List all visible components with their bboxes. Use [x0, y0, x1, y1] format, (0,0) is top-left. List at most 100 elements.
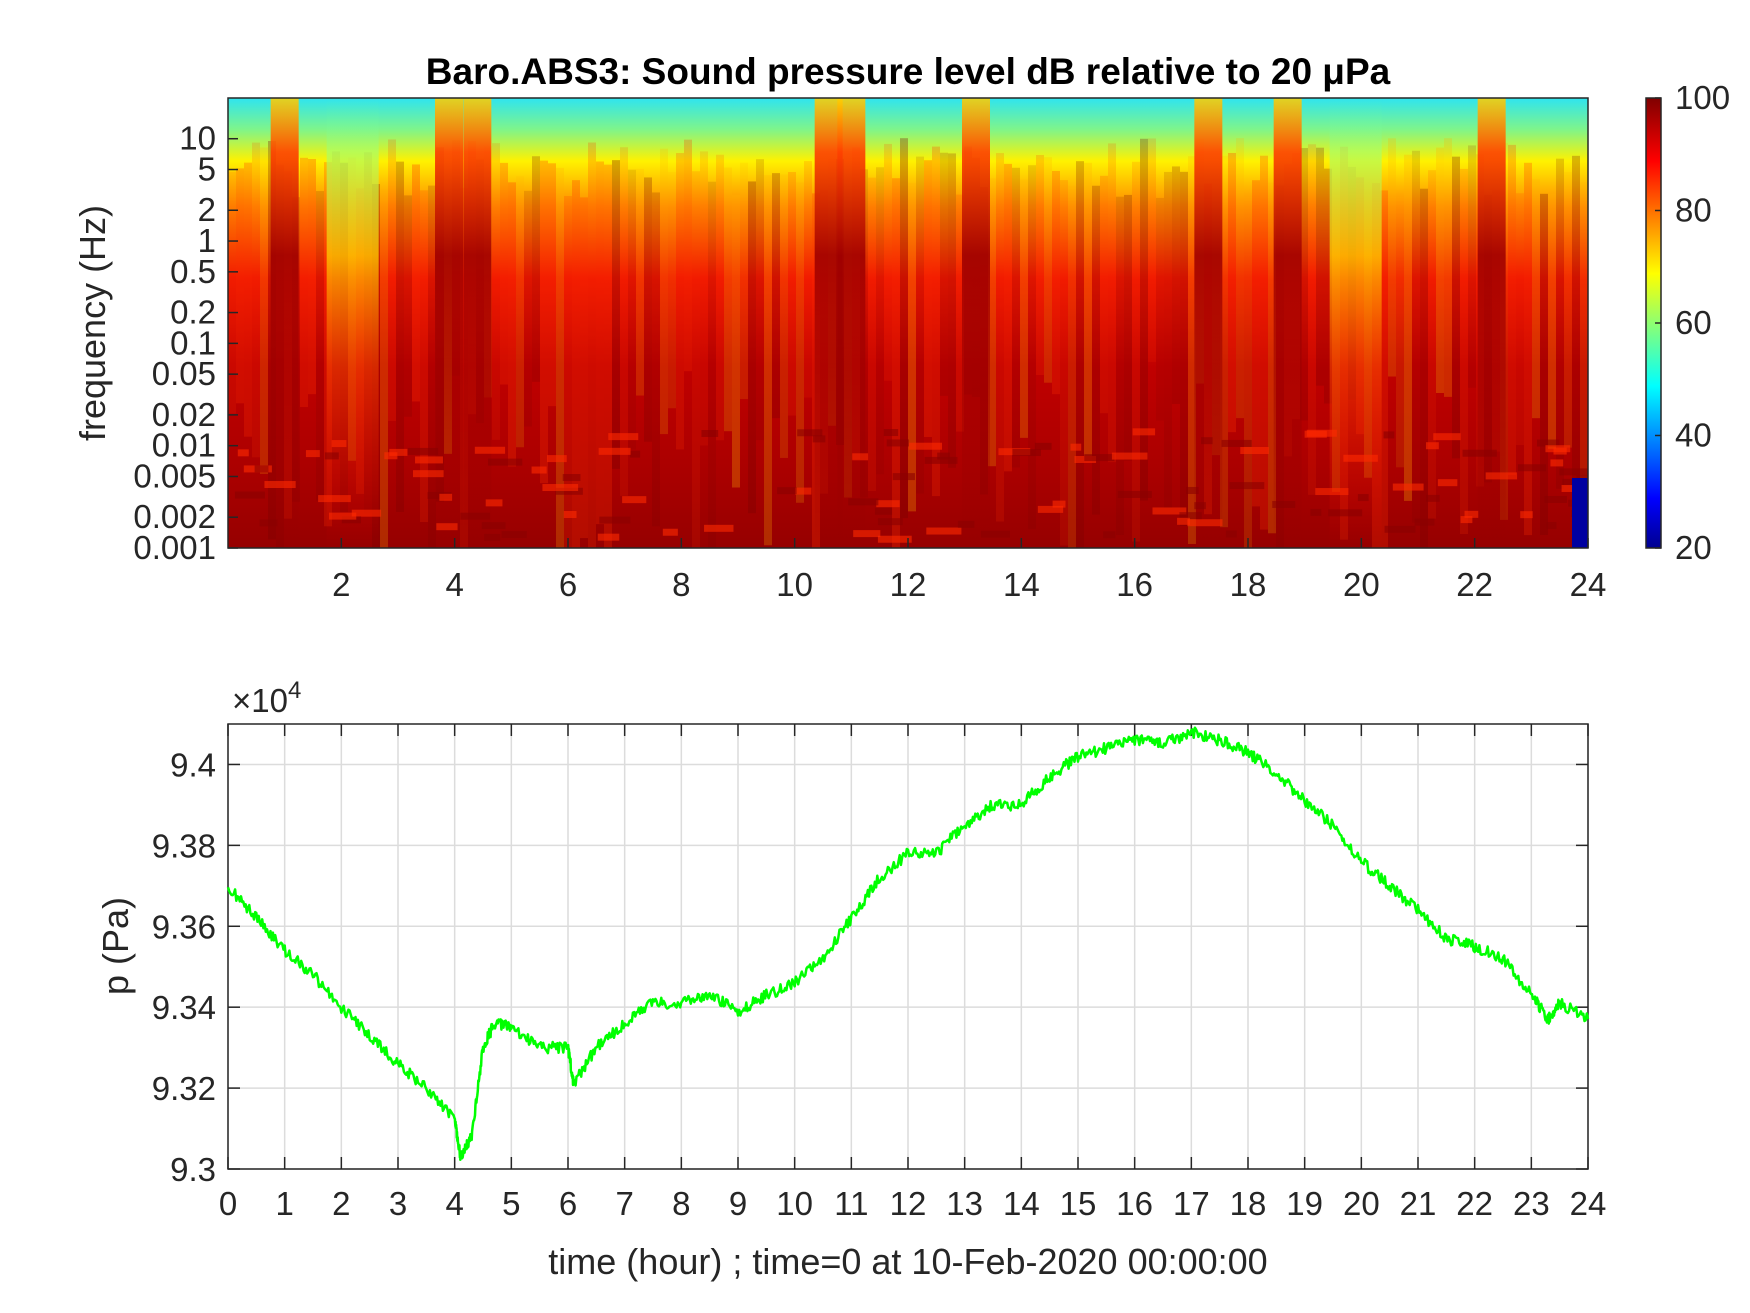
spectrogram-speckle	[1132, 428, 1156, 436]
spectrogram-speckle	[1034, 442, 1052, 450]
spectrogram-speckle	[937, 452, 950, 460]
spectrogram-texture-column	[620, 147, 628, 496]
spectrogram-speckle	[812, 435, 826, 443]
spectrogram-speckle	[407, 447, 439, 455]
spectrogram-speckle	[1084, 454, 1115, 462]
spectrogram-texture-column	[1052, 170, 1060, 395]
spectrogram-speckle	[629, 450, 641, 458]
spectrogram-x-tick-label: 24	[1570, 566, 1607, 603]
spectrogram-x-tick-label: 8	[672, 566, 690, 603]
spectrogram-speckle	[704, 524, 734, 532]
spectrogram-texture-column	[1236, 138, 1244, 419]
spectrogram-speckle	[852, 453, 869, 461]
spectrogram-texture-column	[1420, 188, 1428, 548]
spectrogram-speckle	[1464, 510, 1479, 518]
pressure-x-tick-label: 16	[1116, 1185, 1153, 1222]
spectrogram-texture-column	[988, 178, 996, 467]
spectrogram-texture-column	[732, 194, 740, 488]
spectrogram-texture-column	[540, 160, 548, 484]
spectrogram-speckle	[1414, 518, 1435, 526]
spectrogram-speckle	[1520, 511, 1533, 519]
spectrogram-speckle	[1012, 449, 1041, 457]
spectrogram-speckle	[1545, 445, 1571, 453]
spectrogram-texture-column	[1180, 171, 1188, 526]
spectrogram-speckle	[318, 495, 351, 503]
colorbar-tick-label: 20	[1675, 529, 1712, 566]
spectrogram-speckle	[957, 520, 975, 528]
spectrogram-y-tick-label: 0.005	[133, 457, 216, 494]
spectrogram-texture-column	[1388, 138, 1396, 377]
spectrogram-texture-column	[604, 164, 612, 548]
spectrogram-texture-column	[1172, 166, 1180, 405]
spectrogram-speckle	[1328, 509, 1363, 517]
spectrogram-x-tick-label: 18	[1230, 566, 1267, 603]
spectrogram-y-tick-label: 0.2	[170, 294, 216, 331]
spectrogram-texture-column	[1300, 148, 1308, 421]
spectrogram-speckle	[501, 531, 527, 539]
spectrogram-y-tick-label: 1	[198, 222, 216, 259]
spectrogram-texture-column	[884, 143, 892, 381]
spectrogram-speckle	[926, 527, 962, 535]
pressure-y-tick-label: 9.38	[152, 827, 216, 864]
spectrogram-x-tick-label: 20	[1343, 566, 1380, 603]
spectrogram-y-tick-label: 10	[179, 120, 216, 157]
spectrogram-texture-column	[228, 171, 236, 414]
spectrogram-speckle	[848, 498, 879, 506]
spectrogram-texture-column	[1452, 156, 1460, 459]
spectrogram-texture-column	[1260, 155, 1268, 530]
spectrogram-texture-column	[1220, 155, 1228, 528]
spectrogram-texture-column	[796, 182, 804, 503]
spectrogram-texture-column	[1524, 162, 1532, 536]
spectrogram-speckle	[599, 516, 631, 524]
pressure-x-tick-label: 2	[332, 1185, 350, 1222]
spectrogram-low-level-patch	[1572, 478, 1588, 548]
spectrogram-texture-column	[1460, 168, 1468, 535]
spectrogram-speckle	[980, 530, 1010, 538]
spectrogram-speckle	[1310, 508, 1322, 516]
spectrogram-x-tick-label: 2	[332, 566, 350, 603]
spectrogram-texture-column	[1316, 147, 1324, 386]
spectrogram-speckle	[1460, 516, 1473, 524]
spectrogram-speckle	[460, 512, 491, 520]
spectrogram-speckle	[1343, 454, 1378, 462]
spectrogram-texture-column	[756, 159, 764, 441]
pressure-x-tick-label: 10	[776, 1185, 813, 1222]
spectrogram-texture-column	[564, 196, 572, 548]
pressure-x-tick-label: 9	[729, 1185, 747, 1222]
pressure-y-tick-label: 9.32	[152, 1070, 216, 1107]
spectrogram-speckle	[877, 518, 903, 526]
spectrogram-quiet-column	[1329, 98, 1382, 548]
spectrogram-texture-column	[1548, 193, 1556, 449]
spectrogram-speckle	[542, 484, 579, 492]
spectrogram-speckle	[1037, 505, 1064, 513]
pressure-y-axis-label: p (Pa)	[95, 897, 136, 995]
spectrogram-texture-column	[1444, 138, 1452, 397]
spectrogram-speckle	[1546, 522, 1557, 530]
spectrogram-speckle	[1272, 500, 1296, 508]
spectrogram-texture-column	[900, 138, 908, 519]
spectrogram-texture-column	[1044, 157, 1052, 383]
spectrogram-speckle	[597, 533, 620, 541]
spectrogram-texture-column	[1556, 158, 1564, 489]
spectrogram-speckle	[1111, 452, 1148, 460]
spectrogram-speckle	[1357, 494, 1369, 502]
spectrogram-texture-column	[1308, 144, 1316, 495]
spectrogram-speckle	[562, 474, 581, 482]
spectrogram-speckle	[1179, 512, 1202, 520]
spectrogram-x-tick-label: 6	[559, 566, 577, 603]
spectrogram-speckle	[1433, 433, 1461, 441]
spectrogram-speckle	[1315, 488, 1349, 496]
spectrogram-speckle	[908, 442, 943, 450]
pressure-x-tick-label: 14	[1003, 1185, 1040, 1222]
spectrogram-speckle	[555, 487, 583, 495]
spectrogram-texture-column	[676, 153, 684, 450]
spectrogram-speckle	[883, 429, 899, 437]
spectrogram-y-tick-label: 0.001	[133, 529, 216, 566]
spectrogram-texture-column	[1380, 190, 1388, 548]
spectrogram-speckle	[234, 491, 265, 499]
spectrogram-texture-column	[772, 173, 780, 419]
spectrogram-speckle	[1550, 459, 1564, 467]
spectrogram-x-ticks: 2 4 6 8 10 12 14 16 18 20 22 24	[332, 538, 1606, 603]
spectrogram-texture-column	[588, 142, 596, 548]
spectrogram-hot-column	[962, 98, 990, 548]
